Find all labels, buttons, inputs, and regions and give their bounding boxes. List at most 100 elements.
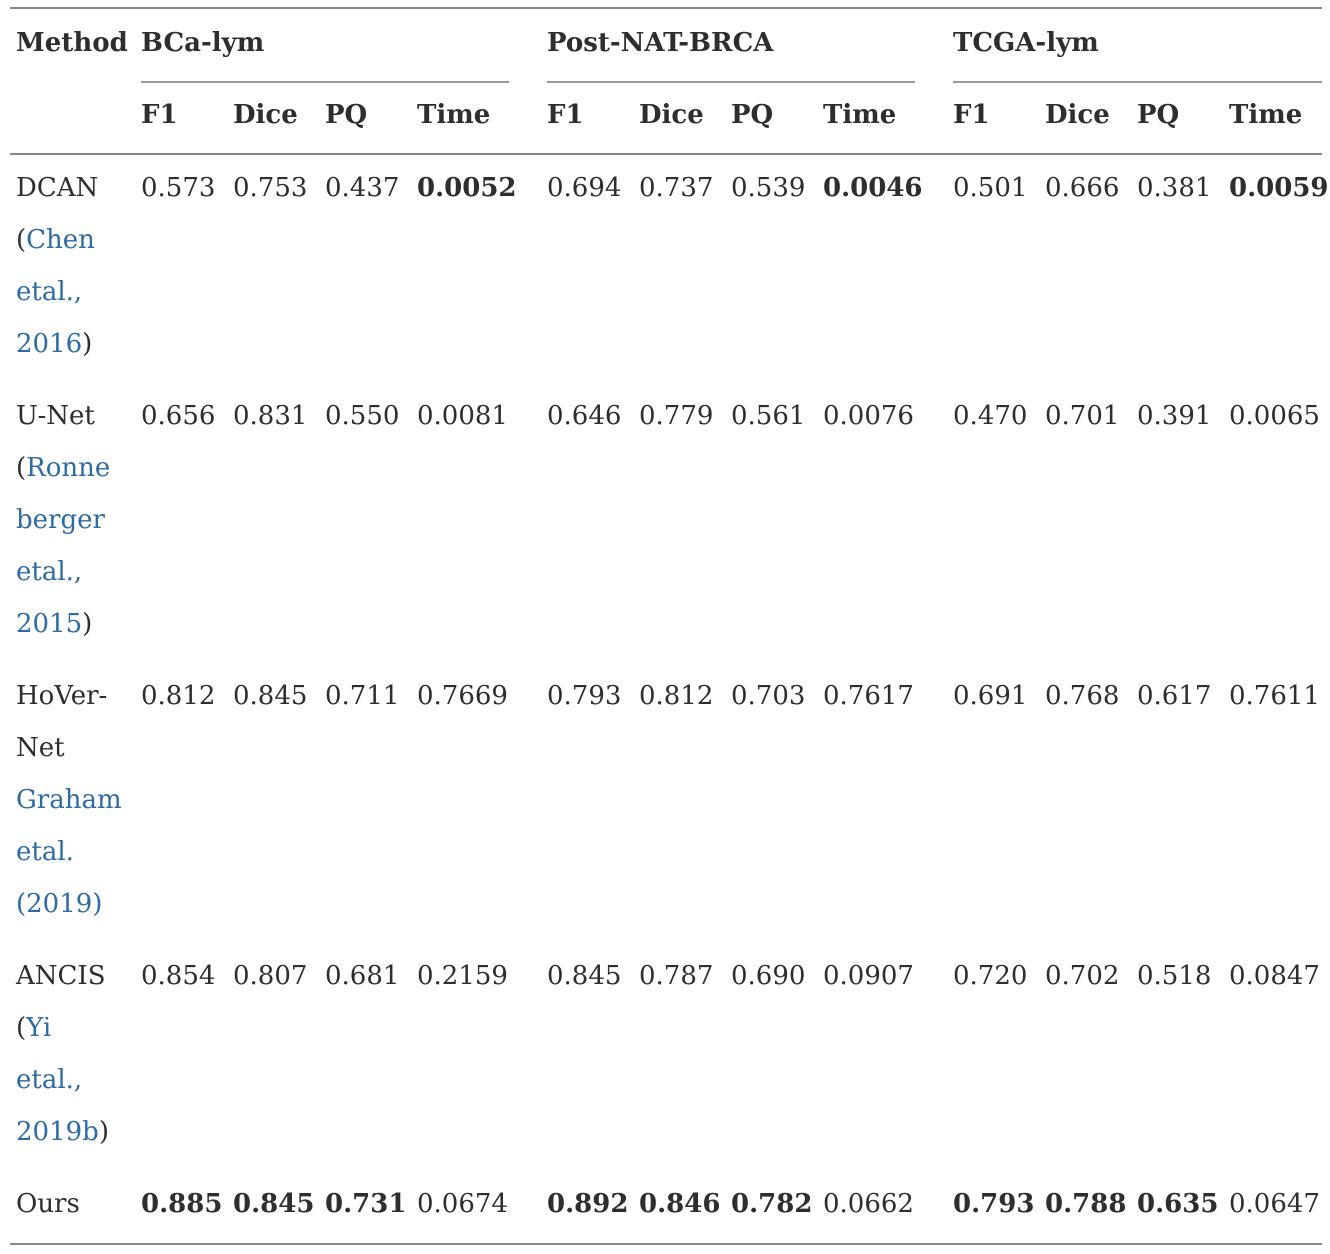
citation-text[interactable]: etal., (16, 277, 83, 307)
table-cell: 0.501 (953, 173, 1028, 203)
table-cell: 0.635 (1137, 1189, 1219, 1219)
table-cell: 0.793 (547, 681, 622, 711)
table-cell: 0.666 (1045, 173, 1120, 203)
header-metric-pq-2: PQ (1137, 100, 1180, 130)
citation-text[interactable]: Graham (16, 785, 122, 815)
table-cell: 0.737 (639, 173, 714, 203)
method-name-text: ANCIS (16, 961, 106, 991)
table-cell: 0.691 (953, 681, 1028, 711)
table-cell: 0.731 (325, 1189, 407, 1219)
table-header-rule (10, 153, 1322, 155)
header-method: Method (16, 28, 128, 58)
citation-text[interactable]: etal., (16, 1065, 83, 1095)
table-cell: 0.690 (731, 961, 806, 991)
method-name-text: HoVer- (16, 681, 108, 711)
method-name: U-Net (16, 390, 128, 442)
table-cell: 0.782 (731, 1189, 813, 1219)
method-name-text: Ours (16, 1189, 80, 1219)
method-name: ANCIS (16, 950, 128, 1002)
table-cell: 0.470 (953, 401, 1028, 431)
citation-link[interactable]: etal. (16, 826, 128, 878)
citation-link[interactable]: (2019) (16, 878, 128, 930)
table-cell: 0.573 (141, 173, 216, 203)
citation-link[interactable]: 2016) (16, 318, 128, 370)
table-cell: 0.0081 (417, 401, 508, 431)
citation-link[interactable]: etal., (16, 546, 128, 598)
header-metric-time-2: Time (1229, 100, 1303, 130)
citation-text[interactable]: 2019b (16, 1117, 99, 1147)
citation-link[interactable]: 2019b) (16, 1106, 128, 1158)
method-name-text: Net (16, 733, 65, 763)
table-cell: 0.0059 (1229, 173, 1329, 203)
table-cell: 0.702 (1045, 961, 1120, 991)
table-cell: 0.812 (141, 681, 216, 711)
paren-open: ( (16, 1013, 27, 1043)
citation-text[interactable]: etal., (16, 557, 83, 587)
paren-open: ( (16, 453, 27, 483)
citation-text[interactable]: etal. (16, 837, 74, 867)
table-cell: 0.0076 (823, 401, 914, 431)
method-cell: ANCIS (Yi etal., 2019b) (16, 950, 128, 1158)
table-cell: 0.854 (141, 961, 216, 991)
table-cell: 0.0046 (823, 173, 923, 203)
table-cell: 0.7669 (417, 681, 508, 711)
citation-link[interactable]: Ronne (26, 453, 111, 483)
table-cell: 0.391 (1137, 401, 1212, 431)
citation-link[interactable]: Yi (26, 1013, 52, 1043)
table-cell: 0.0065 (1229, 401, 1320, 431)
table-cell: 0.845 (233, 681, 308, 711)
table-cell: 0.656 (141, 401, 216, 431)
table-cell: 0.518 (1137, 961, 1212, 991)
method-name-text: U-Net (16, 401, 95, 431)
paren-close: ) (82, 609, 93, 639)
table-cell: 0.617 (1137, 681, 1212, 711)
citation-link[interactable]: etal., (16, 266, 128, 318)
table-cell: 0.694 (547, 173, 622, 203)
table-cell: 0.7617 (823, 681, 914, 711)
header-metric-pq-1: PQ (731, 100, 774, 130)
citation-text[interactable]: 2016 (16, 329, 83, 359)
table-cell: 0.701 (1045, 401, 1120, 431)
method-name-text: DCAN (16, 173, 99, 203)
table-cell: 0.437 (325, 173, 400, 203)
citation-text[interactable]: (2019) (16, 889, 103, 919)
header-group-post-nat-brca: Post-NAT-BRCA (547, 28, 774, 58)
header-metric-pq-0: PQ (325, 100, 368, 130)
citation-link[interactable]: 2015) (16, 598, 128, 650)
table-cell: 0.681 (325, 961, 400, 991)
table-bottom-rule (10, 1243, 1322, 1245)
paren-close: ) (82, 329, 93, 359)
table-cell: 0.846 (639, 1189, 721, 1219)
citation-text[interactable]: berger (16, 505, 105, 535)
table-cell: 0.793 (953, 1189, 1035, 1219)
table-cell: 0.561 (731, 401, 806, 431)
table-cell: 0.753 (233, 173, 308, 203)
paren-close: ) (98, 1117, 109, 1147)
table-cell: 0.2159 (417, 961, 508, 991)
group-rule-post-nat-brca (547, 81, 915, 83)
method-line-open: (Chen (16, 214, 128, 266)
group-rule-bca-lym (141, 81, 509, 83)
citation-link[interactable]: etal., (16, 1054, 128, 1106)
table-top-rule (10, 7, 1322, 9)
header-group-bca-lym: BCa-lym (141, 28, 265, 58)
table-cell: 0.0052 (417, 173, 517, 203)
method-cell: HoVer- Net Graham etal. (2019) (16, 670, 128, 930)
method-cell: U-Net (Ronne berger etal., 2015) (16, 390, 128, 650)
method-line-open: (Yi (16, 1002, 128, 1054)
table-cell: 0.788 (1045, 1189, 1127, 1219)
citation-text[interactable]: 2015 (16, 609, 83, 639)
method-cell: Ours (16, 1178, 128, 1230)
method-cell: DCAN (Chen etal., 2016) (16, 162, 128, 370)
table-cell: 0.845 (233, 1189, 315, 1219)
group-rule-tcga-lym (953, 81, 1322, 83)
paren-open: ( (16, 225, 27, 255)
table-cell: 0.703 (731, 681, 806, 711)
method-name: Net (16, 722, 128, 774)
citation-link[interactable]: berger (16, 494, 128, 546)
citation-link[interactable]: Chen (26, 225, 95, 255)
citation-link[interactable]: Graham (16, 774, 128, 826)
header-metric-dice-0: Dice (233, 100, 298, 130)
table-cell: 0.720 (953, 961, 1028, 991)
header-metric-f1-0: F1 (141, 100, 178, 130)
